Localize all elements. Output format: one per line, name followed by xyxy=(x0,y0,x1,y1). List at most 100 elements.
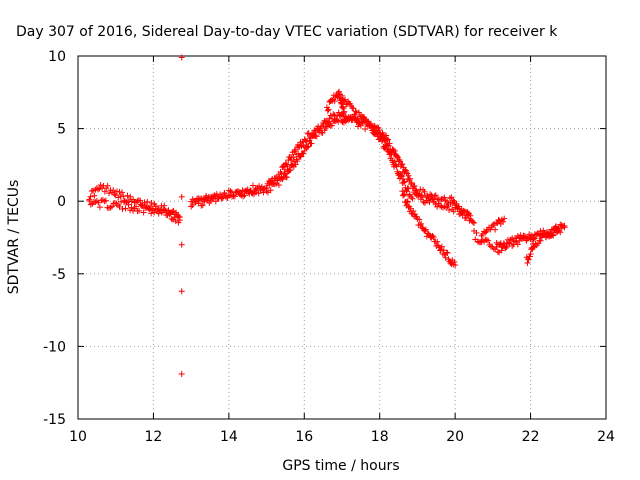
data-point xyxy=(101,188,108,195)
data-point xyxy=(502,245,509,252)
data-point xyxy=(201,198,208,205)
data-point xyxy=(193,196,200,203)
data-point xyxy=(300,150,307,157)
data-point xyxy=(95,186,102,193)
data-point xyxy=(341,108,348,115)
y-tick-label: 10 xyxy=(48,49,66,65)
data-point xyxy=(139,202,146,209)
data-point xyxy=(125,201,132,208)
data-point xyxy=(304,130,311,137)
x-tick-labels: 10 12 14 16 18 20 22 24 xyxy=(69,429,615,445)
data-point xyxy=(204,195,211,202)
data-point xyxy=(341,97,348,104)
data-point xyxy=(453,202,460,209)
data-point xyxy=(425,231,432,238)
data-point xyxy=(411,183,418,190)
data-point xyxy=(417,186,424,193)
data-point xyxy=(295,144,302,151)
data-point xyxy=(492,226,499,233)
data-point xyxy=(438,246,444,253)
data-point xyxy=(503,240,510,247)
data-point xyxy=(444,203,451,210)
data-point xyxy=(297,153,304,160)
data-point xyxy=(429,232,436,239)
data-point xyxy=(444,249,451,256)
data-point xyxy=(410,207,417,214)
data-point xyxy=(401,191,408,198)
data-point xyxy=(553,227,560,234)
data-point xyxy=(359,113,366,120)
x-tick-label: 16 xyxy=(295,429,313,445)
y-tick-label: -5 xyxy=(52,267,66,283)
data-point xyxy=(104,182,111,189)
data-point xyxy=(350,105,357,112)
data-point xyxy=(416,216,423,223)
data-point xyxy=(96,204,103,211)
data-point xyxy=(454,205,461,212)
grid-lines xyxy=(78,56,606,419)
plot-frame xyxy=(77,55,607,420)
data-point xyxy=(482,229,489,236)
data-point xyxy=(552,224,559,231)
outlier-point xyxy=(178,54,185,61)
data-point xyxy=(251,191,257,198)
data-point xyxy=(513,239,520,246)
data-point xyxy=(498,247,505,254)
data-point xyxy=(294,158,301,165)
data-point xyxy=(199,202,206,209)
data-point xyxy=(441,194,448,201)
data-point xyxy=(388,151,395,158)
data-point xyxy=(467,212,474,219)
data-point xyxy=(255,190,262,197)
data-point xyxy=(102,197,109,204)
data-point xyxy=(519,235,526,242)
data-point xyxy=(236,188,243,195)
y-tick-labels: 10 5 0 -5 -10 -15 xyxy=(43,49,66,428)
data-point xyxy=(507,236,514,243)
data-point xyxy=(459,209,465,216)
x-tick-label: 24 xyxy=(597,429,615,445)
data-point xyxy=(538,232,545,239)
data-point xyxy=(328,122,335,129)
data-point xyxy=(303,138,310,145)
data-point xyxy=(429,195,436,202)
data-point xyxy=(524,235,531,242)
data-point xyxy=(391,147,398,154)
data-point xyxy=(324,107,331,114)
data-point xyxy=(111,191,118,198)
data-point xyxy=(124,192,131,199)
data-point xyxy=(416,190,423,197)
data-point xyxy=(97,182,104,189)
data-point xyxy=(133,203,140,210)
data-point xyxy=(151,209,158,216)
data-point xyxy=(393,162,400,169)
data-point xyxy=(403,169,410,176)
data-point xyxy=(404,185,411,192)
data-point xyxy=(91,192,98,199)
data-point xyxy=(561,222,568,229)
data-point xyxy=(342,96,349,103)
data-point xyxy=(489,222,496,229)
data-point xyxy=(106,190,113,197)
data-point xyxy=(384,137,391,144)
data-point xyxy=(432,192,439,199)
data-point xyxy=(301,147,308,154)
data-point xyxy=(514,233,521,240)
data-point xyxy=(158,209,165,216)
data-point xyxy=(227,188,234,195)
data-point xyxy=(422,226,429,233)
data-point xyxy=(473,229,480,236)
data-point xyxy=(336,112,343,119)
data-point xyxy=(270,179,277,186)
data-point xyxy=(291,148,298,155)
data-point xyxy=(282,160,289,167)
data-point xyxy=(501,215,508,222)
data-point xyxy=(483,236,490,243)
data-point xyxy=(331,112,338,119)
data-point xyxy=(140,209,147,216)
data-point xyxy=(430,234,437,241)
data-point xyxy=(385,136,392,143)
data-point xyxy=(308,140,315,147)
data-point xyxy=(540,232,547,239)
